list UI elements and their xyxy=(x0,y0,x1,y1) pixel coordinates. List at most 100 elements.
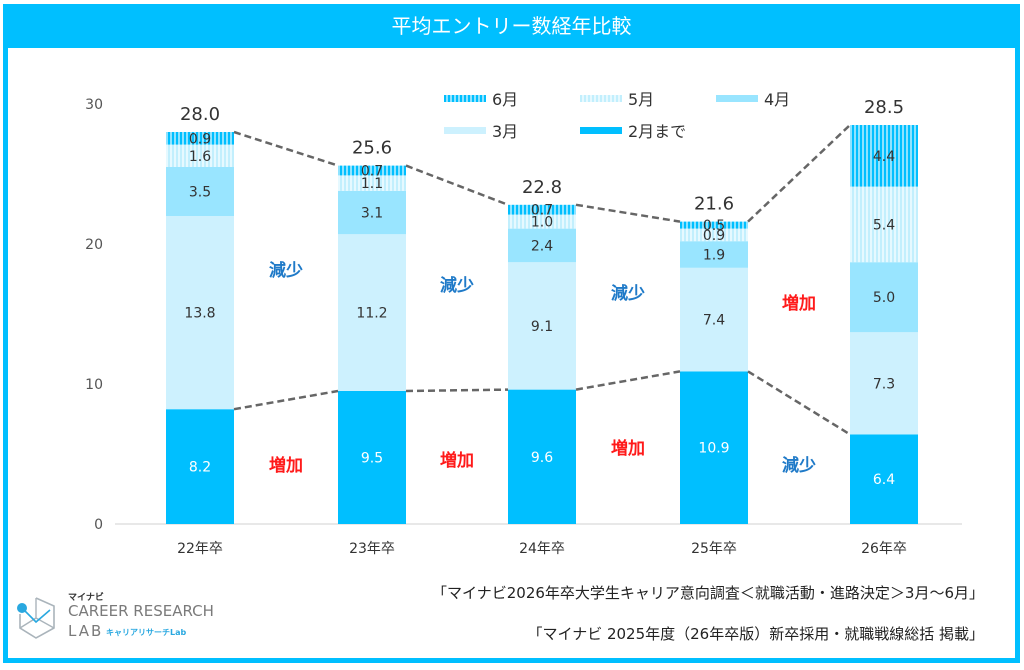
legend-item-may: 5月 xyxy=(580,86,654,110)
change-annotation-decrease: 減少 xyxy=(440,275,474,296)
legend-swatch-apr xyxy=(716,94,758,102)
total-connector-line xyxy=(405,164,509,206)
bar-segment-may xyxy=(166,144,234,167)
legend-swatch-mar xyxy=(444,126,486,134)
bar-stack-23年卒 xyxy=(338,165,406,524)
source-note-2: 「マイナビ 2025年度（26年卒版）新卒採用・就職戦線総括 掲載」 xyxy=(527,625,985,643)
data-label-may: 1.0 xyxy=(531,215,553,231)
bar-segment-may xyxy=(680,228,748,242)
bar-segment-feb xyxy=(338,391,406,524)
bar-segment-feb xyxy=(508,389,576,524)
career-research-lab-logo: マイナビ CAREER RESEARCH LAB キャリアリサーチLab xyxy=(14,592,214,644)
data-label-mar: 13.8 xyxy=(184,306,215,322)
data-label-apr: 5.0 xyxy=(873,290,895,306)
legend-item-mar: 3月 xyxy=(444,118,518,142)
y-tick-label: 10 xyxy=(85,377,103,393)
bar-segment-mar xyxy=(508,262,576,390)
feb-connector-line xyxy=(233,389,339,411)
data-label-apr: 3.1 xyxy=(361,206,383,222)
change-annotation-increase: 増加 xyxy=(269,455,303,476)
data-label-mar: 7.3 xyxy=(873,376,895,392)
data-label-jun: 0.7 xyxy=(531,203,553,219)
total-label: 21.6 xyxy=(694,194,734,215)
change-annotation-decrease: 減少 xyxy=(611,283,645,304)
legend-swatch-may xyxy=(580,94,622,102)
legend-label: 2月まで xyxy=(628,122,687,141)
bar-segment-jun xyxy=(850,125,918,187)
data-label-may: 0.9 xyxy=(703,228,725,244)
bar-segment-apr xyxy=(850,262,918,333)
bar-segment-may xyxy=(508,214,576,229)
data-label-jun: 0.7 xyxy=(361,164,383,180)
data-label-mar: 9.1 xyxy=(531,319,553,335)
bar-stack-25年卒 xyxy=(680,221,748,524)
change-annotation-increase: 増加 xyxy=(611,438,645,459)
data-label-may: 1.6 xyxy=(189,149,211,165)
bar-segment-mar xyxy=(338,234,406,391)
data-label-feb: 9.5 xyxy=(361,451,383,467)
x-tick-label: 24年卒 xyxy=(519,541,565,557)
data-label-jun: 0.5 xyxy=(703,218,725,234)
legend-swatch-jun xyxy=(444,94,486,102)
bar-segment-jun xyxy=(338,165,406,176)
feb-connector-line xyxy=(747,370,851,436)
bar-segment-mar xyxy=(166,216,234,410)
source-note-1: 「マイナビ2026年卒大学生キャリア意向調査＜就職活動・進路決定＞3月～6月」 xyxy=(432,584,984,602)
feb-connector-line xyxy=(405,388,509,393)
data-label-feb: 10.9 xyxy=(698,441,729,457)
legend-item-jun: 6月 xyxy=(444,86,518,110)
change-annotation-decrease: 減少 xyxy=(269,260,303,281)
change-annotation-increase: 増加 xyxy=(782,293,816,314)
x-tick-label: 26年卒 xyxy=(861,541,907,557)
bar-segment-jun xyxy=(166,132,234,145)
data-label-feb: 8.2 xyxy=(189,460,211,476)
bar-stack-24年卒 xyxy=(508,204,576,524)
legend-item-apr: 4月 xyxy=(716,86,790,110)
data-label-jun: 0.9 xyxy=(189,131,211,147)
bar-segment-jun xyxy=(508,204,576,215)
bar-segment-apr xyxy=(338,190,406,235)
y-tick-label: 20 xyxy=(85,237,103,253)
bar-segment-feb xyxy=(850,434,918,524)
chart-title: 平均エントリー数経年比較 xyxy=(3,4,1020,48)
data-label-may: 1.1 xyxy=(361,176,383,192)
data-label-mar: 7.4 xyxy=(703,313,725,329)
total-label: 25.6 xyxy=(352,138,392,159)
x-tick-label: 25年卒 xyxy=(691,541,737,557)
total-label: 28.5 xyxy=(864,97,904,118)
bar-segment-jun xyxy=(680,221,748,229)
y-tick-label: 0 xyxy=(94,517,103,533)
data-label-may: 5.4 xyxy=(873,217,895,233)
data-label-mar: 11.2 xyxy=(356,306,387,322)
total-label: 28.0 xyxy=(180,104,220,125)
logo-sub: キャリアリサーチLab xyxy=(106,628,187,637)
data-label-apr: 1.9 xyxy=(703,248,725,264)
bar-segment-mar xyxy=(850,332,918,435)
change-annotation-decrease: 減少 xyxy=(782,455,816,476)
bar-segment-may xyxy=(338,175,406,191)
total-connector-line xyxy=(747,124,851,223)
legend-item-feb: 2月まで xyxy=(580,118,686,142)
y-tick-label: 30 xyxy=(85,97,103,113)
cube-logo-icon xyxy=(17,597,55,639)
bar-segment-mar xyxy=(680,267,748,372)
bar-segment-apr xyxy=(680,241,748,268)
feb-connector-line xyxy=(575,370,681,391)
legend-label: 6月 xyxy=(492,90,519,109)
total-connector-line xyxy=(233,130,339,167)
legend-label: 4月 xyxy=(764,90,791,109)
total-connector-line xyxy=(575,203,681,223)
logo-line2: LAB xyxy=(68,622,104,640)
data-label-feb: 9.6 xyxy=(531,450,553,466)
data-label-feb: 6.4 xyxy=(873,472,895,488)
data-label-apr: 2.4 xyxy=(531,238,553,254)
bar-segment-apr xyxy=(508,228,576,263)
bar-segment-feb xyxy=(166,409,234,524)
legend-label: 5月 xyxy=(628,90,655,109)
x-tick-label: 23年卒 xyxy=(349,541,395,557)
bar-segment-may xyxy=(850,186,918,263)
legend-swatch-feb xyxy=(580,126,622,134)
bar-segment-feb xyxy=(680,371,748,524)
bar-segment-apr xyxy=(166,167,234,216)
